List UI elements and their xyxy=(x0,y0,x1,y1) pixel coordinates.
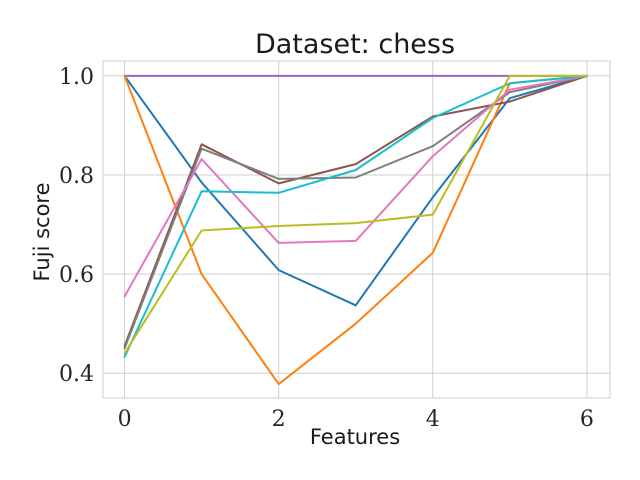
series-line-2 xyxy=(123,74,588,307)
grid xyxy=(103,61,610,398)
x-axis-label: Features xyxy=(310,425,400,449)
x-tick-label: 2 xyxy=(272,407,286,432)
x-tick-labels: 0 2 4 6 xyxy=(118,407,594,432)
y-axis-label: Fuji score xyxy=(30,182,54,281)
series-line-4 xyxy=(123,74,588,347)
series-lines xyxy=(123,74,588,386)
series-line-6 xyxy=(123,74,588,298)
y-tick-label: 0.8 xyxy=(59,164,94,189)
x-tick-label: 0 xyxy=(118,407,132,432)
x-tick-label: 6 xyxy=(580,407,594,432)
x-tick-label: 4 xyxy=(426,407,440,432)
y-tick-labels: 0.4 0.6 0.8 1.0 xyxy=(59,65,94,387)
y-tick-label: 0.4 xyxy=(59,362,94,387)
chart-title: Dataset: chess xyxy=(255,29,455,60)
series-line-8 xyxy=(123,74,588,355)
y-tick-label: 0.6 xyxy=(59,263,94,288)
series-line-3 xyxy=(123,74,588,386)
plot-frame xyxy=(102,60,611,399)
series-line-7 xyxy=(123,74,588,358)
series-line-5 xyxy=(123,74,588,350)
y-tick-label: 1.0 xyxy=(59,65,94,90)
